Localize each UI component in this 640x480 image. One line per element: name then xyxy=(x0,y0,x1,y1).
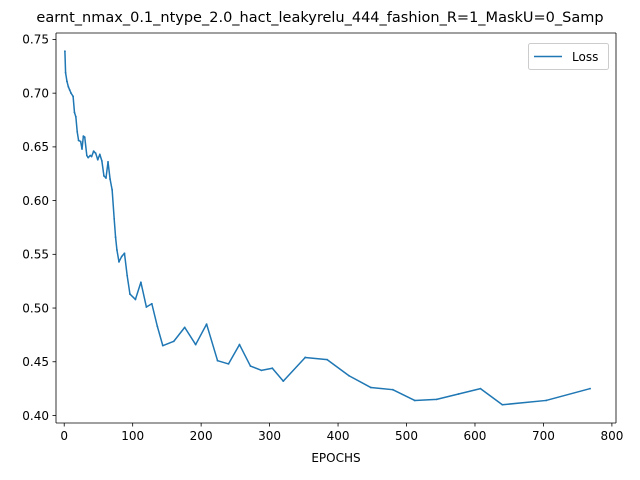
legend-box xyxy=(528,43,609,70)
loss-point xyxy=(589,387,591,390)
loss-point xyxy=(82,135,85,138)
y-tick-label: 0.70 xyxy=(22,86,49,100)
loss-point xyxy=(348,374,350,377)
loss-point xyxy=(67,85,70,88)
loss-point xyxy=(129,293,131,295)
y-tick-label: 0.45 xyxy=(22,355,49,369)
loss-point xyxy=(120,255,123,258)
legend-label: Loss xyxy=(572,50,598,64)
legend: Loss xyxy=(528,43,609,70)
x-tick-label: 0 xyxy=(60,429,68,443)
loss-point xyxy=(83,136,86,139)
loss-point xyxy=(116,249,118,251)
x-tick-label: 400 xyxy=(327,429,350,443)
loss-point xyxy=(79,140,82,143)
loss-point xyxy=(85,154,88,157)
x-tick-label: 500 xyxy=(395,429,418,443)
y-tick-label: 0.60 xyxy=(22,194,49,208)
x-tick-label: 700 xyxy=(532,429,555,443)
loss-point xyxy=(87,156,90,159)
loss-point xyxy=(113,217,116,220)
loss-point xyxy=(545,399,548,402)
loss-point xyxy=(64,71,67,74)
x-tick-label: 200 xyxy=(190,429,213,443)
loss-point xyxy=(413,399,416,402)
loss-point xyxy=(64,50,66,53)
loss-series-points xyxy=(64,50,591,406)
y-tick-label: 0.75 xyxy=(22,33,49,47)
loss-point xyxy=(94,152,97,155)
loss-point xyxy=(271,367,274,370)
loss-point xyxy=(98,153,101,156)
loss-point xyxy=(435,398,438,401)
x-tick-label: 600 xyxy=(464,429,487,443)
loss-point xyxy=(205,323,208,326)
loss-point xyxy=(457,393,460,395)
loss-point xyxy=(92,150,95,153)
y-tick-label: 0.50 xyxy=(22,301,49,315)
y-tick-label: 0.40 xyxy=(22,409,49,423)
chart-title: earnt_nmax_0.1_ntype_2.0_hact_leakyrelu_… xyxy=(36,10,603,26)
loss-point xyxy=(156,325,159,328)
loss-point xyxy=(103,174,105,177)
loss-point xyxy=(216,359,219,362)
loss-point xyxy=(96,158,99,161)
loss-point xyxy=(139,281,142,284)
loss-point xyxy=(109,178,111,181)
loss-point xyxy=(107,161,109,163)
loss-point xyxy=(134,298,137,301)
plot-frame xyxy=(55,32,617,424)
loss-point xyxy=(249,365,252,367)
x-tick-label: 800 xyxy=(600,429,623,443)
loss-point xyxy=(183,326,186,329)
loss-point xyxy=(238,343,241,346)
loss-point xyxy=(501,403,504,406)
loss-point xyxy=(479,387,482,390)
loss-point xyxy=(150,302,153,305)
loss-point xyxy=(172,340,175,343)
loss-point xyxy=(81,148,83,150)
x-axis-label: EPOCHS xyxy=(311,451,360,465)
loss-point xyxy=(126,274,129,277)
x-tick-label: 100 xyxy=(121,429,144,443)
loss-point xyxy=(70,92,72,95)
loss-point xyxy=(105,177,107,179)
loss-point xyxy=(370,386,372,389)
loss-point xyxy=(100,159,103,162)
loss-point xyxy=(68,89,71,91)
loss-point xyxy=(227,363,230,365)
loss-point xyxy=(111,188,114,191)
loss-point xyxy=(161,344,164,347)
plot-area xyxy=(56,33,616,423)
loss-point xyxy=(73,111,76,114)
loss-point xyxy=(89,154,92,157)
loss-point xyxy=(114,236,117,239)
x-axis: 0 100 200 300 400 500 600 700 800 xyxy=(60,423,623,443)
y-tick-label: 0.65 xyxy=(22,140,49,154)
loss-point xyxy=(118,260,120,263)
loss-point xyxy=(326,358,328,361)
loss-point xyxy=(194,343,197,346)
loss-point xyxy=(145,306,148,308)
loss-point xyxy=(90,155,93,158)
loss-point xyxy=(260,369,263,372)
loss-point xyxy=(304,356,307,359)
loss-point xyxy=(72,95,75,98)
y-tick-label: 0.55 xyxy=(22,248,49,262)
loss-point xyxy=(123,252,126,255)
loss-point xyxy=(282,380,285,382)
loss-point xyxy=(66,80,68,83)
loss-point xyxy=(76,130,79,133)
loss-point xyxy=(77,139,80,142)
loss-point xyxy=(391,388,394,391)
loss-point xyxy=(74,115,77,118)
y-axis: 0.40 0.45 0.50 0.55 0.60 0.65 0.70 0.75 xyxy=(22,33,56,423)
x-tick-label: 300 xyxy=(258,429,281,443)
